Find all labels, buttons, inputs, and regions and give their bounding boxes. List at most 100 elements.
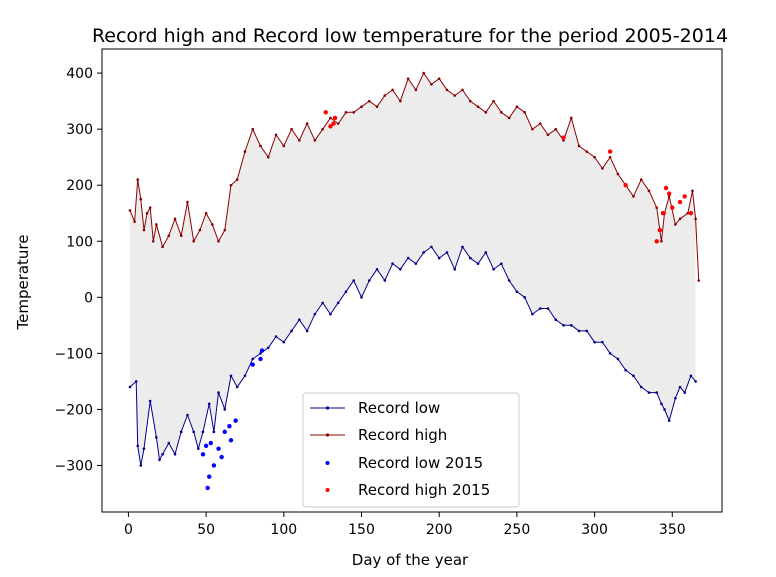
data-point-record-high	[437, 77, 441, 81]
scatter-point-record-high-2015	[607, 149, 613, 154]
y-tick-label: 200	[66, 178, 93, 194]
data-point-record-high	[691, 189, 694, 193]
data-point-record-low	[136, 444, 140, 448]
data-point-record-high	[179, 234, 183, 237]
data-point-record-low	[453, 267, 457, 271]
data-point-record-high	[686, 211, 690, 215]
data-point-record-low	[663, 408, 666, 411]
data-point-record-high	[639, 178, 643, 181]
data-point-record-high	[298, 139, 301, 142]
scatter-point-record-low-2015	[250, 362, 255, 367]
data-point-record-high	[414, 88, 418, 92]
legend-label-record-low-2015: Record low 2015	[358, 454, 483, 472]
data-point-record-low	[235, 385, 239, 389]
data-point-record-high	[406, 77, 410, 81]
data-point-record-high	[148, 206, 152, 209]
data-point-record-high	[251, 127, 255, 131]
data-point-record-high	[173, 217, 177, 221]
data-point-record-low	[321, 301, 324, 305]
scatter-point-record-high-2015	[666, 191, 672, 196]
data-point-record-high	[282, 144, 286, 148]
data-point-record-low	[192, 430, 195, 434]
data-point-record-high	[192, 239, 195, 243]
data-point-record-low	[161, 452, 164, 456]
data-point-record-low	[554, 318, 558, 322]
x-tick-label: 50	[197, 522, 215, 538]
data-point-record-low	[601, 340, 604, 344]
data-point-record-low	[593, 340, 596, 344]
x-axis-ticks: 0 50 100 150 200 250 300 350	[124, 512, 686, 538]
data-point-record-low	[639, 385, 643, 389]
data-point-record-low	[399, 267, 402, 271]
data-point-record-low	[223, 408, 227, 411]
x-tick-label: 100	[270, 522, 297, 538]
scatter-point-record-low-2015	[259, 348, 265, 353]
data-point-record-low	[694, 380, 697, 383]
data-point-record-low	[414, 262, 418, 265]
data-point-record-low	[422, 251, 425, 254]
data-point-record-high	[151, 239, 155, 243]
data-point-record-low	[683, 391, 687, 394]
fill-between-area	[130, 73, 696, 466]
data-point-record-low	[523, 296, 526, 299]
data-point-record-low	[134, 380, 138, 383]
data-point-record-high	[142, 228, 146, 232]
scatter-point-record-low-2015	[227, 424, 232, 429]
data-point-record-high	[492, 99, 495, 103]
data-point-record-low	[142, 447, 146, 450]
scatter-point-record-low-2015	[211, 463, 217, 468]
data-point-record-high	[133, 220, 136, 223]
data-point-record-high	[352, 111, 356, 114]
data-point-record-low	[445, 251, 449, 254]
x-tick-label: 350	[659, 522, 686, 538]
legend-swatch-record-low-2015	[325, 461, 330, 465]
data-point-record-low	[197, 447, 200, 450]
data-point-record-high	[538, 122, 542, 125]
data-point-record-low	[266, 346, 270, 350]
scatter-point-record-high-2015	[663, 185, 669, 191]
data-point-record-high	[128, 209, 132, 212]
data-point-record-high	[616, 172, 620, 176]
scatter-point-record-high-2015	[660, 211, 666, 216]
data-point-record-low	[616, 357, 620, 361]
data-point-record-high	[601, 167, 604, 170]
data-point-record-low	[667, 419, 671, 422]
series-line-record-low	[129, 245, 696, 466]
legend-entry-record-low-2015: Record low 2015	[325, 454, 483, 472]
data-point-record-low	[585, 329, 589, 333]
data-point-record-low	[139, 464, 143, 467]
data-point-record-high	[500, 111, 503, 114]
scatter-point-record-high-2015	[677, 199, 683, 205]
data-point-record-high	[211, 223, 214, 226]
data-point-record-low	[173, 452, 177, 456]
data-point-record-low	[375, 267, 379, 271]
data-point-record-low	[531, 312, 534, 316]
data-point-record-low	[647, 391, 651, 394]
y-axis-ticks: −300 −200 −100 0 100 200 300 400	[55, 66, 102, 474]
legend-entry-record-high-2015: Record high 2015	[325, 481, 490, 499]
data-point-record-high	[476, 105, 480, 109]
data-point-record-high	[313, 139, 317, 142]
data-point-record-high	[422, 71, 425, 75]
data-point-record-low	[660, 402, 663, 406]
data-point-record-high	[655, 206, 659, 209]
data-point-record-low	[500, 262, 503, 265]
data-point-record-low	[577, 329, 581, 333]
data-point-record-low	[492, 267, 495, 271]
data-point-record-low	[158, 458, 161, 462]
x-tick-label: 200	[426, 522, 453, 538]
y-tick-label: 300	[66, 122, 93, 138]
data-point-record-low	[201, 430, 205, 434]
data-point-record-high	[136, 178, 140, 181]
scatter-point-record-low-2015	[216, 446, 221, 451]
data-point-record-low	[298, 318, 301, 322]
data-point-record-low	[360, 296, 363, 299]
data-point-record-low	[406, 256, 410, 260]
scatter-point-record-low-2015	[233, 418, 238, 423]
data-point-record-low	[674, 396, 677, 400]
data-point-record-high	[523, 111, 526, 114]
data-point-record-low	[437, 256, 441, 260]
data-point-record-low	[515, 290, 519, 294]
y-tick-label: 100	[66, 234, 93, 250]
